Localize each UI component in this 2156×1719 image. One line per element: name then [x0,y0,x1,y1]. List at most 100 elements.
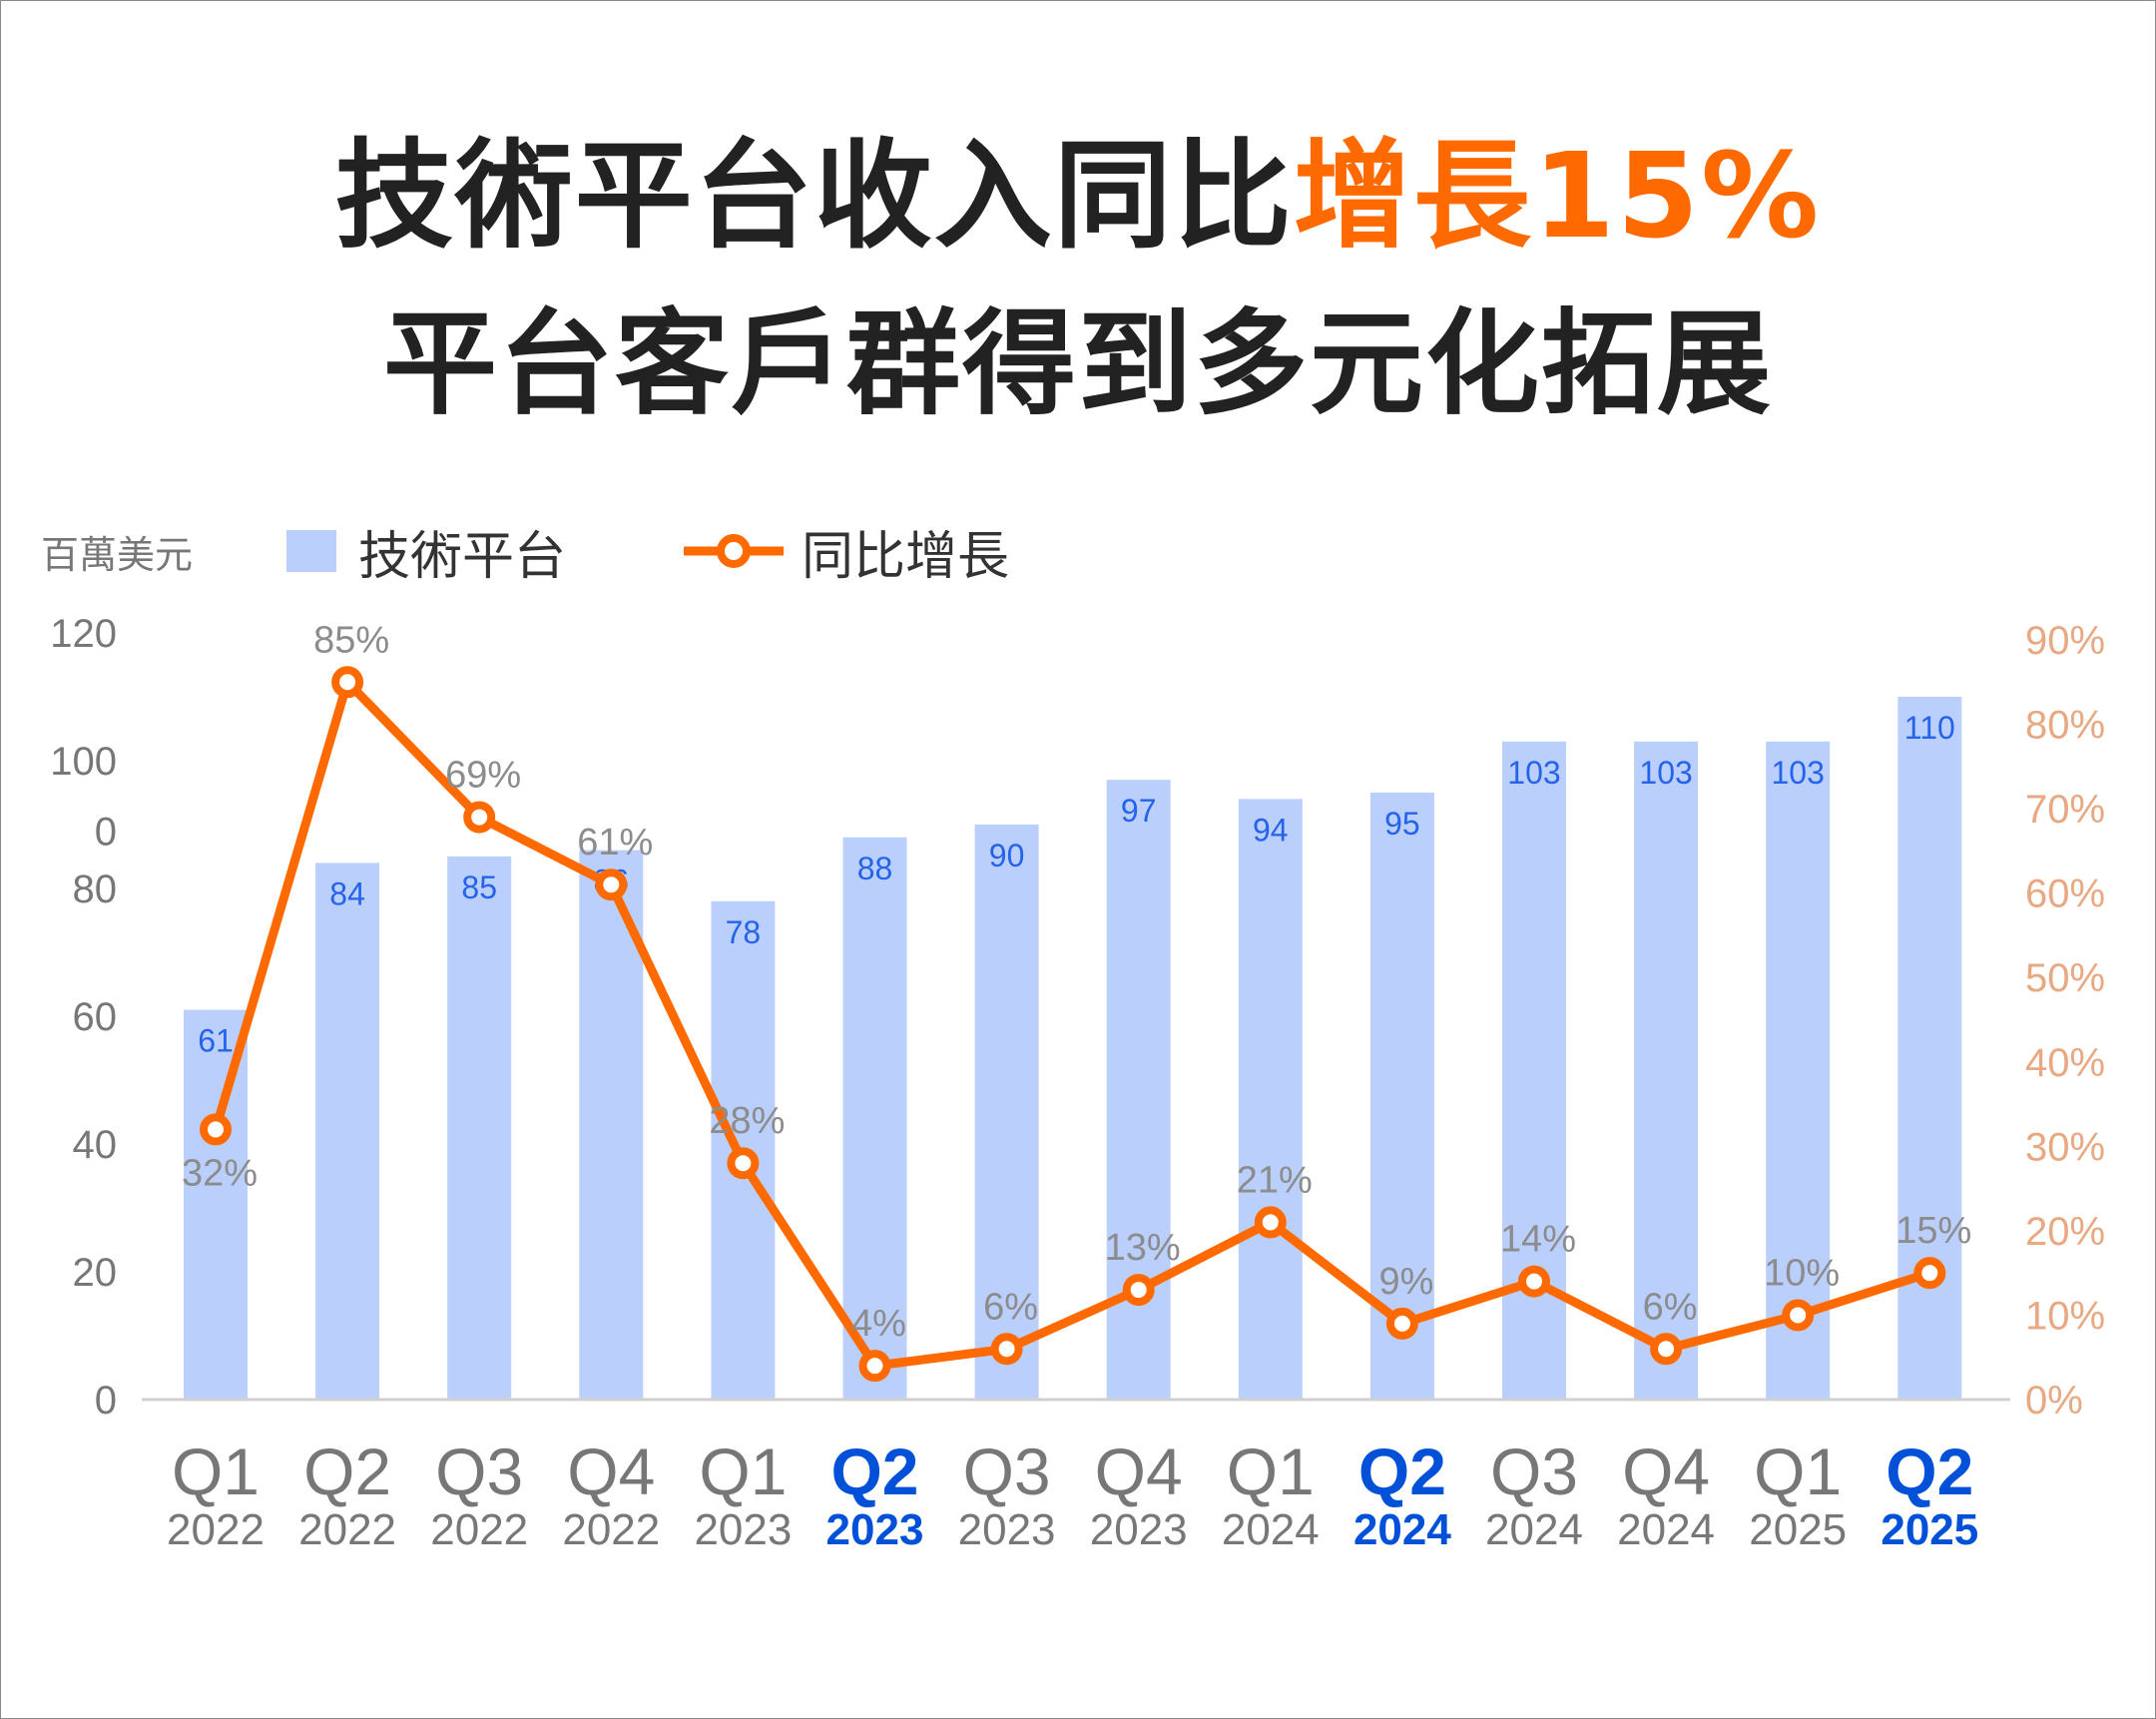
x-tick-quarter: Q3 [1490,1434,1578,1508]
x-tick-quarter: Q1 [172,1434,260,1508]
x-tick-year: 2023 [1090,1505,1188,1554]
x-tick-year: 2024 [1222,1505,1320,1554]
bar-value-label: 61 [198,1023,234,1059]
right-axis-tick: 60% [2025,872,2105,916]
x-tick-year: 2024 [1353,1505,1451,1554]
x-tick-quarter: Q4 [1622,1434,1710,1508]
growth-marker [1913,1257,1946,1290]
x-tick-year: 2022 [167,1505,265,1554]
bar-value-label: 110 [1904,710,1955,746]
x-tick-quarter: Q2 [303,1434,391,1508]
x-tick-quarter: Q1 [699,1434,787,1508]
growth-marker [1518,1265,1550,1298]
growth-value-label: 9% [1378,1261,1433,1303]
growth-marker [331,666,364,699]
growth-marker [1782,1299,1815,1332]
growth-value-label: 69% [445,755,521,797]
bar [842,837,907,1400]
growth-marker [200,1113,232,1146]
bar [1634,741,1699,1400]
right-axis-tick: 90% [2025,619,2105,663]
unit-label: 百萬美元 [41,532,194,577]
bar-value-label: 97 [1121,793,1157,829]
bar-value-label: 78 [726,914,762,950]
left-axis-tick: 80 [73,867,118,911]
x-tick-year: 2022 [562,1505,660,1554]
bar [974,825,1039,1400]
left-axis-tick: 0 [95,1379,117,1423]
title-prefix: 技術平台收入同比 [334,127,1294,265]
x-tick-quarter: Q3 [435,1434,523,1508]
bar [1106,780,1171,1400]
bar [579,850,644,1400]
x-tick-year: 2023 [826,1505,924,1554]
left-axis-tick: 100 [50,740,117,784]
x-tick-year: 2023 [958,1505,1056,1554]
x-tick-quarter: Q2 [1886,1434,1973,1508]
x-tick-quarter: Q4 [567,1434,655,1508]
x-tick-quarter: Q4 [1095,1434,1183,1508]
growth-marker [1122,1274,1155,1307]
right-axis-tick: 80% [2025,704,2105,748]
growth-value-label: 28% [709,1100,785,1142]
bar [1766,741,1831,1400]
growth-value-label: 21% [1237,1159,1313,1201]
bar-value-label: 85 [461,869,497,905]
legend-bar-swatch [286,530,336,572]
legend-line: 同比增長 [684,521,1009,587]
bar-value-label: 94 [1253,812,1289,848]
growth-value-label: 6% [983,1286,1038,1328]
legend-bar: 技術平台 [286,521,566,587]
bar [447,857,512,1400]
bar-value-label: 103 [1507,755,1560,791]
x-tick-year: 2022 [430,1505,528,1554]
x-tick-quarter: Q2 [1358,1434,1446,1508]
bar [1369,793,1434,1400]
right-axis-tick: 20% [2025,1210,2105,1254]
left-axis-tick: 0 [95,810,117,854]
bar-value-label: 88 [857,851,893,886]
growth-value-label: 61% [577,822,653,863]
x-tick-quarter: Q3 [963,1434,1051,1508]
right-axis-tick: 40% [2025,1041,2105,1085]
growth-marker [595,868,628,901]
bar-value-label: 95 [1384,806,1420,842]
growth-value-label: 10% [1764,1252,1840,1294]
left-axis-tick: 40 [73,1123,118,1167]
right-axis-tick: 50% [2025,956,2105,1000]
growth-marker [463,801,496,834]
bar-value-label: 90 [989,838,1025,873]
x-tick-quarter: Q2 [830,1434,918,1508]
left-axis-tick: 120 [50,612,117,656]
left-axis-tick: 20 [73,1251,118,1295]
growth-value-label: 32% [182,1152,258,1194]
growth-value-label: 13% [1105,1227,1181,1269]
bar [1238,799,1303,1400]
chart-title-line2: 平台客戶群得到多元化拓展 [382,297,1773,430]
x-tick-year: 2024 [1617,1505,1715,1554]
bar [1502,741,1566,1400]
bar [315,862,380,1400]
left-axis-tick: 60 [73,995,118,1039]
right-axis-tick: 0% [2025,1379,2083,1423]
bar-value-label: 103 [1639,755,1692,791]
x-tick-quarter: Q1 [1754,1434,1842,1508]
chart-title-line1: 技術平台收入同比增長15% [0,100,2156,271]
legend-bar-label: 技術平台 [358,526,567,587]
legend-line-swatch [684,534,784,568]
right-axis-tick: 70% [2025,788,2105,832]
x-tick-year: 2025 [1881,1505,1978,1554]
growth-marker [858,1350,891,1383]
growth-marker [1254,1206,1287,1239]
x-tick-year: 2024 [1485,1505,1583,1554]
growth-value-label: 85% [313,619,389,661]
growth-value-label: 6% [1643,1286,1698,1328]
bar [184,1009,248,1400]
growth-marker [727,1147,760,1180]
growth-line [211,677,1931,1371]
growth-value-label: 4% [851,1303,906,1345]
bar-value-label: 103 [1772,755,1825,791]
bar-value-label: 84 [329,875,365,911]
growth-marker [1385,1307,1418,1340]
